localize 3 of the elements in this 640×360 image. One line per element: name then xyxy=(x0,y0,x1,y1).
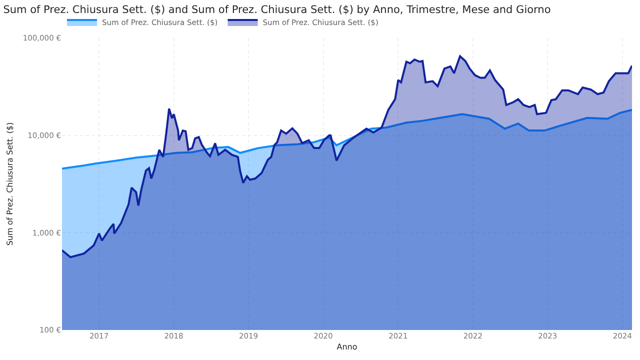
y-axis-title: Sum of Prez. Chiusura Sett. ($) xyxy=(6,122,15,246)
x-axis-title: Anno xyxy=(336,342,358,352)
chart-title: Sum of Prez. Chiusura Sett. ($) and Sum of Prez. Chiusura Sett. ($) by Anno, Trimestre, Mese and Giorno xyxy=(3,4,551,16)
